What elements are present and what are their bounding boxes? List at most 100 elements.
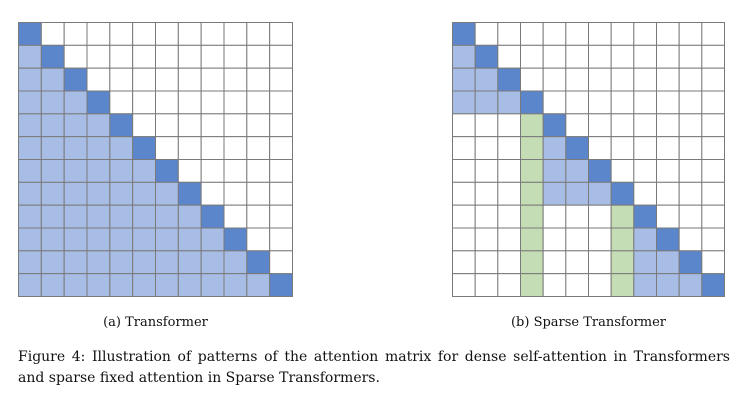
matrix-cell-empty: [497, 181, 522, 206]
matrix-cell-empty: [269, 204, 293, 229]
matrix-cell-attended: [40, 227, 65, 252]
matrix-cell-diagonal: [452, 22, 476, 46]
matrix-cell-empty: [656, 67, 680, 92]
matrix-cell-empty: [588, 44, 612, 69]
matrix-cell-attended: [18, 159, 42, 183]
matrix-cell-empty: [701, 181, 725, 206]
matrix-cell-empty: [656, 22, 680, 46]
matrix-cell-empty: [678, 90, 703, 115]
matrix-cell-attended: [18, 204, 42, 229]
matrix-cell-empty: [452, 204, 476, 229]
matrix-cell-diagonal: [497, 67, 522, 92]
matrix-cell-empty: [86, 44, 111, 69]
matrix-cell-attended: [63, 273, 88, 297]
matrix-cell-empty: [223, 22, 248, 46]
matrix-cell-empty: [656, 204, 680, 229]
matrix-cell-empty: [701, 159, 725, 183]
matrix-cell-empty: [520, 22, 544, 46]
matrix-cell-empty: [223, 113, 248, 138]
matrix-cell-attended: [86, 159, 111, 183]
matrix-cell-empty: [633, 159, 658, 183]
matrix-cell-empty: [633, 22, 658, 46]
matrix-cell-empty: [588, 273, 612, 297]
matrix-cell-empty: [223, 159, 248, 183]
matrix-cell-diagonal: [610, 181, 635, 206]
matrix-cell-empty: [452, 250, 476, 275]
matrix-cell-attended: [63, 90, 88, 115]
dense-attention-matrix: [18, 22, 293, 297]
matrix-cell-empty: [678, 227, 703, 252]
matrix-cell-attended: [656, 273, 680, 297]
matrix-cell-attended: [246, 273, 271, 297]
matrix-cell-empty: [520, 44, 544, 69]
matrix-cell-summary: [520, 181, 544, 206]
matrix-cell-attended: [63, 204, 88, 229]
matrix-cell-empty: [223, 90, 248, 115]
matrix-cell-empty: [678, 204, 703, 229]
matrix-cell-summary: [610, 204, 635, 229]
matrix-cell-empty: [177, 159, 202, 183]
matrix-cell-attended: [18, 90, 42, 115]
matrix-cell-empty: [155, 44, 179, 69]
matrix-cell-attended: [63, 227, 88, 252]
matrix-cell-attended: [40, 273, 65, 297]
matrix-cell-empty: [269, 90, 293, 115]
matrix-cell-empty: [701, 90, 725, 115]
matrix-cell-diagonal: [542, 113, 567, 138]
matrix-cell-empty: [565, 227, 590, 252]
matrix-cell-empty: [132, 90, 156, 115]
matrix-cell-attended: [633, 227, 658, 252]
matrix-cell-empty: [246, 159, 271, 183]
matrix-cell-empty: [269, 159, 293, 183]
matrix-cell-empty: [269, 67, 293, 92]
matrix-cell-diagonal: [86, 90, 111, 115]
matrix-cell-empty: [678, 44, 703, 69]
matrix-cell-attended: [86, 113, 111, 138]
matrix-cell-diagonal: [63, 67, 88, 92]
matrix-cell-empty: [474, 22, 499, 46]
matrix-cell-empty: [177, 136, 202, 160]
matrix-cell-attended: [109, 136, 134, 160]
matrix-cell-empty: [223, 204, 248, 229]
matrix-cell-empty: [565, 67, 590, 92]
matrix-cell-summary: [610, 273, 635, 297]
matrix-cell-empty: [246, 136, 271, 160]
matrix-cell-attended: [86, 136, 111, 160]
matrix-cell-empty: [246, 181, 271, 206]
matrix-cell-summary: [610, 227, 635, 252]
matrix-cell-summary: [520, 159, 544, 183]
matrix-cell-empty: [678, 181, 703, 206]
matrix-cell-empty: [269, 250, 293, 275]
matrix-cell-empty: [223, 67, 248, 92]
matrix-cell-attended: [18, 227, 42, 252]
matrix-cell-attended: [86, 273, 111, 297]
matrix-cell-empty: [452, 181, 476, 206]
matrix-cell-empty: [542, 44, 567, 69]
matrix-cell-diagonal: [656, 227, 680, 252]
matrix-cell-empty: [610, 159, 635, 183]
matrix-cell-attended: [656, 250, 680, 275]
matrix-cell-attended: [155, 181, 179, 206]
matrix-cell-empty: [610, 22, 635, 46]
matrix-cell-empty: [200, 67, 225, 92]
matrix-cell-diagonal: [269, 273, 293, 297]
matrix-cell-empty: [701, 204, 725, 229]
matrix-cell-attended: [63, 159, 88, 183]
matrix-cell-empty: [474, 181, 499, 206]
matrix-cell-summary: [610, 250, 635, 275]
matrix-cell-empty: [246, 44, 271, 69]
matrix-cell-empty: [246, 90, 271, 115]
matrix-cell-empty: [633, 67, 658, 92]
matrix-cell-attended: [109, 204, 134, 229]
matrix-cell-empty: [565, 113, 590, 138]
matrix-cell-empty: [452, 227, 476, 252]
matrix-cell-attended: [40, 181, 65, 206]
matrix-cell-attended: [109, 227, 134, 252]
matrix-cell-empty: [497, 159, 522, 183]
matrix-cell-empty: [246, 227, 271, 252]
matrix-cell-empty: [200, 22, 225, 46]
matrix-cell-attended: [177, 250, 202, 275]
matrix-cell-empty: [633, 113, 658, 138]
matrix-cell-attended: [63, 181, 88, 206]
matrix-cell-empty: [701, 113, 725, 138]
